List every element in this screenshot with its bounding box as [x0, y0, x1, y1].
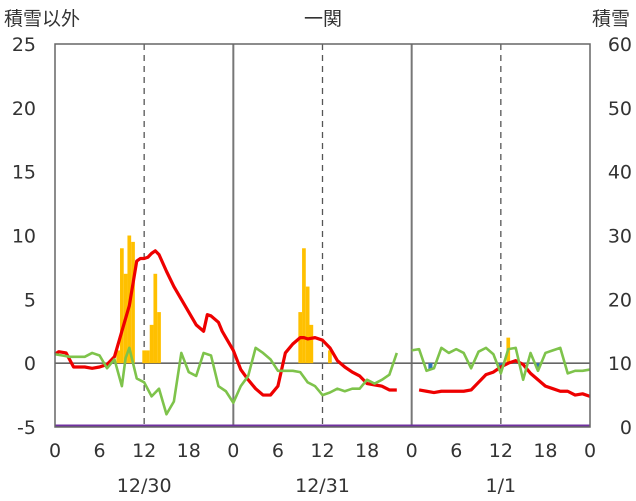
left-tick-label: 0 [24, 353, 36, 375]
bar-orange [302, 248, 306, 364]
bar-orange [328, 350, 332, 364]
left-axis-title: 積雪以外 [4, 8, 80, 30]
right-tick-label: 60 [608, 34, 632, 56]
bar-orange [146, 350, 150, 364]
x-tick-label: 12 [489, 440, 513, 462]
bars [116, 235, 541, 370]
lines [54, 249, 591, 428]
right-axis-title: 積雪 [592, 8, 630, 30]
bar-blue [536, 363, 541, 369]
left-tick-label: -5 [17, 417, 36, 439]
x-tick-label: 12 [310, 440, 334, 462]
x-tick-label: 0 [49, 440, 61, 462]
bar-orange [131, 241, 135, 364]
x-tick-label: 0 [227, 440, 239, 462]
bar-orange [305, 286, 310, 364]
date-label: 12/31 [295, 475, 350, 497]
right-axis-ticks: 60 50 40 30 20 10 0 [608, 34, 632, 439]
x-axis-ticks: 0 6 12 18 0 6 12 18 0 6 12 18 0 [49, 440, 596, 462]
right-tick-label: 40 [608, 162, 632, 184]
x-tick-label: 18 [533, 440, 557, 462]
right-tick-label: 30 [608, 226, 632, 248]
bar-orange [309, 324, 314, 364]
series-line [411, 346, 591, 382]
left-tick-label: 10 [12, 226, 36, 248]
date-label: 1/1 [486, 475, 517, 497]
plot-frame [54, 43, 591, 428]
chart-title: 一関 [304, 8, 342, 30]
right-tick-label: 10 [608, 353, 632, 375]
right-tick-label: 50 [608, 98, 632, 120]
bar-blue [428, 363, 433, 370]
right-tick-label: 20 [608, 289, 632, 311]
left-axis-ticks: 25 20 15 10 5 0 -5 [12, 34, 36, 439]
x-tick-label: 6 [94, 440, 106, 462]
bar-orange [157, 312, 161, 364]
date-labels: 12/30 12/31 1/1 [117, 475, 516, 497]
right-tick-label: 0 [620, 417, 632, 439]
bar-orange [120, 248, 124, 364]
left-tick-label: 15 [12, 162, 36, 184]
bar-orange [116, 350, 121, 364]
bar-orange [149, 324, 154, 364]
x-tick-label: 0 [406, 440, 418, 462]
x-tick-label: 0 [584, 440, 596, 462]
x-tick-label: 18 [355, 440, 379, 462]
series-line [54, 249, 397, 397]
x-tick-label: 18 [177, 440, 201, 462]
bar-orange [153, 273, 158, 364]
bar-orange [142, 350, 147, 364]
left-tick-label: 20 [12, 98, 36, 120]
series-line [54, 346, 399, 416]
x-tick-label: 12 [132, 440, 156, 462]
x-tick-label: 6 [272, 440, 284, 462]
left-tick-label: 25 [12, 34, 36, 56]
date-label: 12/30 [117, 475, 172, 497]
x-tick-label: 6 [450, 440, 462, 462]
left-tick-label: 5 [24, 289, 36, 311]
